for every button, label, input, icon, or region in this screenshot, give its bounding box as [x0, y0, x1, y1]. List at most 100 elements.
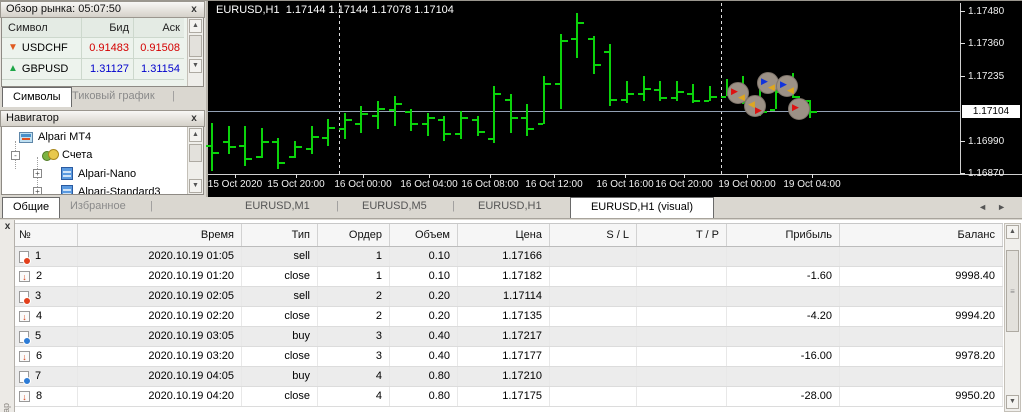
- col-bid[interactable]: Бид: [82, 18, 134, 37]
- ohlc-bar: [775, 78, 777, 109]
- tab-scroll-arrows[interactable]: ◄►: [978, 202, 1016, 212]
- cell-balance: 9950.20: [840, 387, 1003, 406]
- col-symbol[interactable]: Символ: [2, 18, 82, 37]
- price-tick-label: 1.17235: [968, 71, 1005, 82]
- quote-row-gbpusd[interactable]: ▲ GBPUSD 1.31127 1.31154: [2, 59, 184, 80]
- col-header-sl[interactable]: S / L: [550, 224, 637, 246]
- cell-type: close: [242, 307, 318, 326]
- tab-navigator-favorites[interactable]: Избранное: [70, 200, 126, 212]
- trade-marker[interactable]: ▶: [788, 98, 810, 120]
- scroll-up-icon[interactable]: ▲: [1006, 225, 1019, 239]
- results-scrollbar[interactable]: ▲ ≡ ▼: [1004, 223, 1021, 412]
- tab-eurusd-m1[interactable]: EURUSD,M1: [245, 200, 310, 212]
- scroll-left-icon[interactable]: ◄: [978, 202, 998, 212]
- cell-num: 1: [15, 247, 78, 266]
- quote-ask: 1.31154: [141, 63, 180, 75]
- cell-volume: 0.40: [390, 347, 458, 366]
- cell-volume: 0.10: [390, 247, 458, 266]
- tree-item-alpari-mt4[interactable]: Alpari MT4: [19, 131, 91, 143]
- tab-eurusd-h1[interactable]: EURUSD,H1: [478, 200, 542, 212]
- quote-bid: 1.31127: [82, 59, 134, 79]
- tab-navigator-common[interactable]: Общие: [2, 197, 61, 218]
- close-tick: [445, 133, 451, 135]
- collapse-icon[interactable]: -: [11, 150, 20, 160]
- scroll-right-icon[interactable]: ►: [997, 202, 1016, 212]
- tree-item-accounts[interactable]: - Счета: [11, 149, 92, 161]
- table-row[interactable]: 7 2020.10.19 04:05 buy 4 0.80 1.17210: [15, 367, 1003, 387]
- cell-type: sell: [242, 287, 318, 306]
- close-icon[interactable]: x: [4, 221, 11, 232]
- expand-icon[interactable]: +: [33, 169, 42, 178]
- col-header-num[interactable]: №: [15, 224, 78, 246]
- cell-num: 5: [15, 327, 78, 346]
- col-header-tp[interactable]: T / P: [637, 224, 727, 246]
- scroll-up-icon[interactable]: ▲: [189, 19, 202, 33]
- tab-tick-chart[interactable]: Тиковый график: [72, 90, 155, 102]
- price-tick-label: 1.17480: [968, 6, 1005, 17]
- cell-num: 3: [35, 290, 42, 302]
- cell-sl: [550, 247, 637, 266]
- tree-item-alpari-nano[interactable]: + Alpari-Nano: [33, 167, 136, 180]
- tab-symbols[interactable]: Символы: [2, 87, 72, 107]
- price-tick-label: 1.16870: [968, 168, 1005, 179]
- navigator-scrollbar[interactable]: ▲ ▼: [187, 127, 203, 194]
- navigator-titlebar[interactable]: Навигатор x: [0, 110, 205, 127]
- col-header-time[interactable]: Время: [78, 224, 242, 246]
- table-row[interactable]: 5 2020.10.19 03:05 buy 3 0.40 1.17217: [15, 327, 1003, 347]
- tree-item-alpari-standard3[interactable]: + Alpari-Standard3: [33, 185, 161, 194]
- open-tick: [322, 137, 327, 139]
- col-header-order[interactable]: Ордер: [318, 224, 390, 246]
- time-tick-label: 16 Oct 12:00: [525, 179, 583, 190]
- close-tick: [379, 108, 385, 110]
- trade-marker[interactable]: ▶ ◀: [776, 75, 798, 97]
- close-icon[interactable]: x: [191, 113, 197, 124]
- ohlc-bar: [676, 81, 678, 101]
- tab-eurusd-h1-visual[interactable]: EURUSD,H1 (visual): [570, 197, 714, 218]
- scroll-thumb[interactable]: [189, 35, 202, 57]
- tree-item-label: Счета: [62, 149, 93, 161]
- ohlc-bar: [576, 13, 578, 58]
- tab-separator: |: [150, 200, 153, 212]
- col-header-price[interactable]: Цена: [458, 224, 550, 246]
- ohlc-bar: [692, 84, 694, 103]
- cell-balance: [840, 287, 1003, 306]
- quote-symbol: USDCHF: [21, 42, 68, 54]
- scroll-thumb[interactable]: ≡: [1006, 250, 1019, 332]
- table-row[interactable]: ↓ 2 2020.10.19 01:20 close 1 0.10 1.17182 -1.60…: [15, 267, 1003, 287]
- expand-icon[interactable]: +: [33, 187, 42, 194]
- col-header-type[interactable]: Тип: [242, 224, 318, 246]
- table-row[interactable]: ↓ 4 2020.10.19 02:20 close 2 0.20 1.17135 -4.20…: [15, 307, 1003, 327]
- scroll-down-icon[interactable]: ▼: [189, 179, 202, 193]
- trade-marker[interactable]: ◀ ▶: [744, 95, 766, 117]
- scroll-thumb[interactable]: [189, 144, 202, 162]
- chart-window[interactable]: EURUSD,H1 1.17144 1.17144 1.17078 1.1710…: [206, 1, 1022, 197]
- market-watch-titlebar[interactable]: Обзор рынка: 05:07:50 x: [0, 1, 205, 18]
- chart-ohlc-readout: EURUSD,H1 1.17144 1.17144 1.17078 1.1710…: [216, 4, 454, 16]
- col-ask[interactable]: Аск: [162, 21, 180, 34]
- scroll-down-icon[interactable]: ▼: [1006, 395, 1019, 409]
- cell-tp: [637, 387, 727, 406]
- table-row[interactable]: 1 2020.10.19 01:05 sell 1 0.10 1.17166: [15, 247, 1003, 267]
- table-row[interactable]: ↓ 6 2020.10.19 03:20 close 3 0.40 1.17177 -16.0…: [15, 347, 1003, 367]
- tree-item-label: Alpari-Nano: [78, 167, 137, 180]
- terminal-icon: [19, 131, 33, 143]
- navigator-panel: Навигатор x Alpari MT4 - Счета + Alpari-…: [0, 110, 205, 217]
- market-watch-scrollbar[interactable]: ▲ ▼: [187, 18, 203, 86]
- col-header-volume[interactable]: Объем: [390, 224, 458, 246]
- cell-type: close: [242, 347, 318, 366]
- scroll-up-icon[interactable]: ▲: [189, 128, 202, 142]
- table-row[interactable]: 3 2020.10.19 02:05 sell 2 0.20 1.17114: [15, 287, 1003, 307]
- table-row[interactable]: ↓ 8 2020.10.19 04:20 close 4 0.80 1.17175 -28.0…: [15, 387, 1003, 407]
- cell-time: 2020.10.19 02:05: [78, 287, 242, 306]
- tab-eurusd-m5[interactable]: EURUSD,M5: [362, 200, 427, 212]
- cell-num: 5: [35, 330, 42, 342]
- scroll-down-icon[interactable]: ▼: [189, 59, 202, 73]
- time-tick-label: 15 Oct 20:00: [267, 179, 325, 190]
- quote-row-usdchf[interactable]: ▼ USDCHF 0.91483 0.91508: [2, 38, 184, 59]
- trade-marker[interactable]: ▶ ◀: [727, 82, 749, 104]
- close-icon[interactable]: x: [191, 4, 197, 15]
- open-tick: [687, 93, 692, 95]
- col-header-balance[interactable]: Баланс: [840, 224, 1003, 246]
- col-header-profit[interactable]: Прибыль: [727, 224, 840, 246]
